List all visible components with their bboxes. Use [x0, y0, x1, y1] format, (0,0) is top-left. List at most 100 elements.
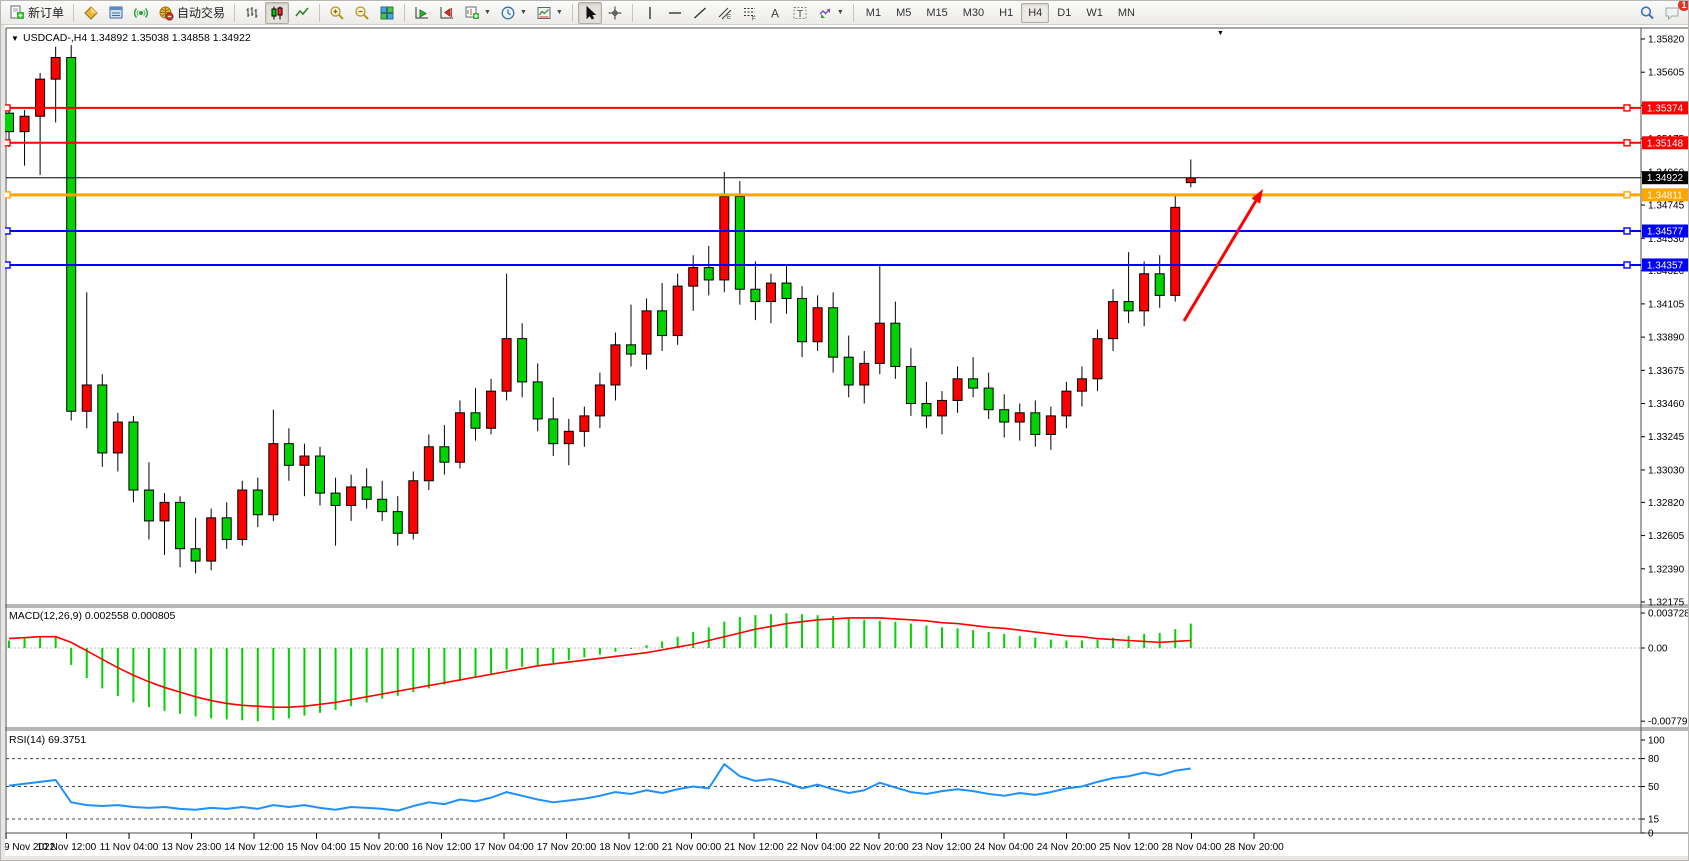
candle-down	[1154, 273, 1165, 296]
candle-up	[952, 378, 963, 401]
timeframe-m30-button[interactable]: M30	[962, 6, 985, 19]
svg-text:USDCAD-,H4 1.34892 1.35038 1.: USDCAD-,H4 1.34892 1.35038 1.34858 1.349…	[23, 32, 251, 44]
zoom-out-icon	[355, 5, 369, 20]
search-button[interactable]	[1635, 2, 1659, 24]
arrows-icon	[819, 8, 831, 18]
text-button[interactable]: A	[763, 2, 787, 24]
crosshair-button[interactable]	[603, 2, 627, 24]
new-chart-button[interactable]: ▼	[460, 2, 495, 24]
svg-text:1.33675: 1.33675	[1648, 366, 1685, 377]
chevron-down-icon[interactable]: ▼	[836, 9, 844, 16]
timeframe-mn-button[interactable]: MN	[1117, 6, 1135, 19]
fibonacci-button[interactable]: F	[738, 2, 762, 24]
zoom-in-icon	[330, 5, 344, 20]
candle-down	[797, 297, 808, 343]
time-label: 24 Nov 20:00	[1037, 842, 1097, 853]
svg-text:50: 50	[1648, 782, 1660, 793]
candles	[4, 45, 1196, 574]
periods-button[interactable]: ▼	[496, 2, 531, 24]
label-button[interactable]: T	[788, 2, 812, 24]
chevron-down-icon[interactable]: ▼	[519, 9, 527, 16]
hline-1.34357[interactable]: 1.34357	[3, 258, 1689, 272]
hline-1.35374[interactable]: 1.35374	[3, 101, 1689, 115]
chart-menu-arrow[interactable]: ▼	[1217, 30, 1224, 37]
price-label-box	[1642, 101, 1688, 115]
channel-button[interactable]: E	[713, 2, 737, 24]
auto-scroll-button[interactable]	[410, 2, 434, 24]
svg-text:1.34922: 1.34922	[1647, 173, 1684, 184]
hline-1.34811[interactable]: 1.34811	[3, 188, 1689, 202]
candle-down	[734, 196, 745, 290]
candle-down	[97, 384, 108, 454]
candle-up	[874, 322, 885, 364]
window-left-edge	[1, 25, 5, 856]
line-handle	[1623, 227, 1631, 235]
cursor-button[interactable]	[577, 1, 602, 24]
svg-text:A: A	[771, 6, 779, 20]
templates-button[interactable]: ▼	[532, 2, 567, 24]
price-chart[interactable]: 1.358201.356051.353901.351751.349601.347…	[1, 25, 1689, 856]
market-watch-button[interactable]	[79, 2, 103, 24]
chart-title: ▼ USDCAD-,H4 1.34892 1.35038 1.34858 1.34…	[11, 30, 1224, 44]
vertical-line-button[interactable]	[638, 2, 662, 24]
candle-down	[190, 548, 201, 562]
hline-1.34577[interactable]: 1.34577	[3, 224, 1689, 238]
candle-down	[781, 282, 792, 299]
search-icon	[1640, 5, 1654, 19]
time-label: 16 Nov 12:00	[412, 842, 472, 853]
timeframe-h1-button[interactable]: H1	[999, 6, 1014, 19]
timeframe-w1-button[interactable]: W1	[1086, 6, 1103, 19]
candle-up	[159, 501, 170, 522]
candle-up	[268, 443, 279, 516]
data-window-button[interactable]	[104, 2, 128, 24]
candle-up	[688, 267, 699, 287]
timeframe-m5-button[interactable]: M5	[896, 6, 912, 19]
channel-icon: E	[718, 7, 732, 21]
zoom-out-button[interactable]	[350, 2, 374, 24]
candle-down	[143, 489, 154, 522]
time-label: 17 Nov 20:00	[537, 842, 597, 853]
candle-up	[1061, 390, 1072, 417]
time-label: 14 Nov 12:00	[224, 842, 284, 853]
price-label-box	[1642, 171, 1688, 185]
horizontal-line-button[interactable]	[663, 2, 687, 24]
arrow-annotation[interactable]	[1182, 189, 1263, 322]
candle-up	[1045, 415, 1056, 435]
candle-up	[859, 362, 870, 386]
svg-text:1.35148: 1.35148	[1647, 138, 1684, 149]
notifications-button[interactable]: 1	[1660, 1, 1688, 24]
chart-candles-button[interactable]	[265, 1, 290, 24]
timeframe-d1-button[interactable]: D1	[1057, 6, 1072, 19]
timeframe-m1-button[interactable]: M1	[865, 6, 882, 19]
candle-up	[1092, 338, 1103, 380]
candle-up	[112, 421, 123, 454]
candle-up	[1108, 301, 1119, 340]
chart-bars-button[interactable]	[240, 2, 264, 24]
autotrade-button[interactable]: 自动交易	[154, 2, 229, 24]
candle-up	[937, 399, 947, 417]
timeframe-h4-button[interactable]: H4	[1021, 2, 1050, 23]
chart-shift-button[interactable]	[435, 2, 459, 24]
tile-windows-button[interactable]	[375, 2, 399, 24]
new-order-button[interactable]: 新订单	[5, 2, 68, 24]
chevron-down-icon[interactable]: ▼	[555, 9, 563, 16]
arrows-button[interactable]: ▼	[813, 2, 848, 24]
navigator-button[interactable]	[129, 2, 153, 24]
candle-down	[890, 322, 901, 367]
chart-line-button[interactable]	[290, 2, 314, 24]
trendline-button[interactable]	[688, 2, 712, 24]
chart-window[interactable]: 1.358201.356051.353901.351751.349601.347…	[1, 25, 1689, 856]
chevron-down-icon[interactable]: ▼	[484, 9, 491, 16]
candle-down	[315, 455, 325, 494]
candle-down	[377, 498, 388, 513]
hline-1.35148[interactable]: 1.35148	[3, 136, 1689, 150]
zoom-in-button[interactable]	[325, 2, 349, 24]
candle-up	[50, 57, 61, 80]
svg-text:1.32390: 1.32390	[1648, 564, 1685, 575]
data-window-icon	[109, 6, 123, 18]
rsi-label: RSI(14) 69.3751	[9, 734, 86, 746]
hline-1.34922[interactable]: 1.34922	[6, 171, 1689, 185]
candle-up	[765, 282, 776, 303]
timeframe-m15-button[interactable]: M15	[926, 6, 948, 19]
